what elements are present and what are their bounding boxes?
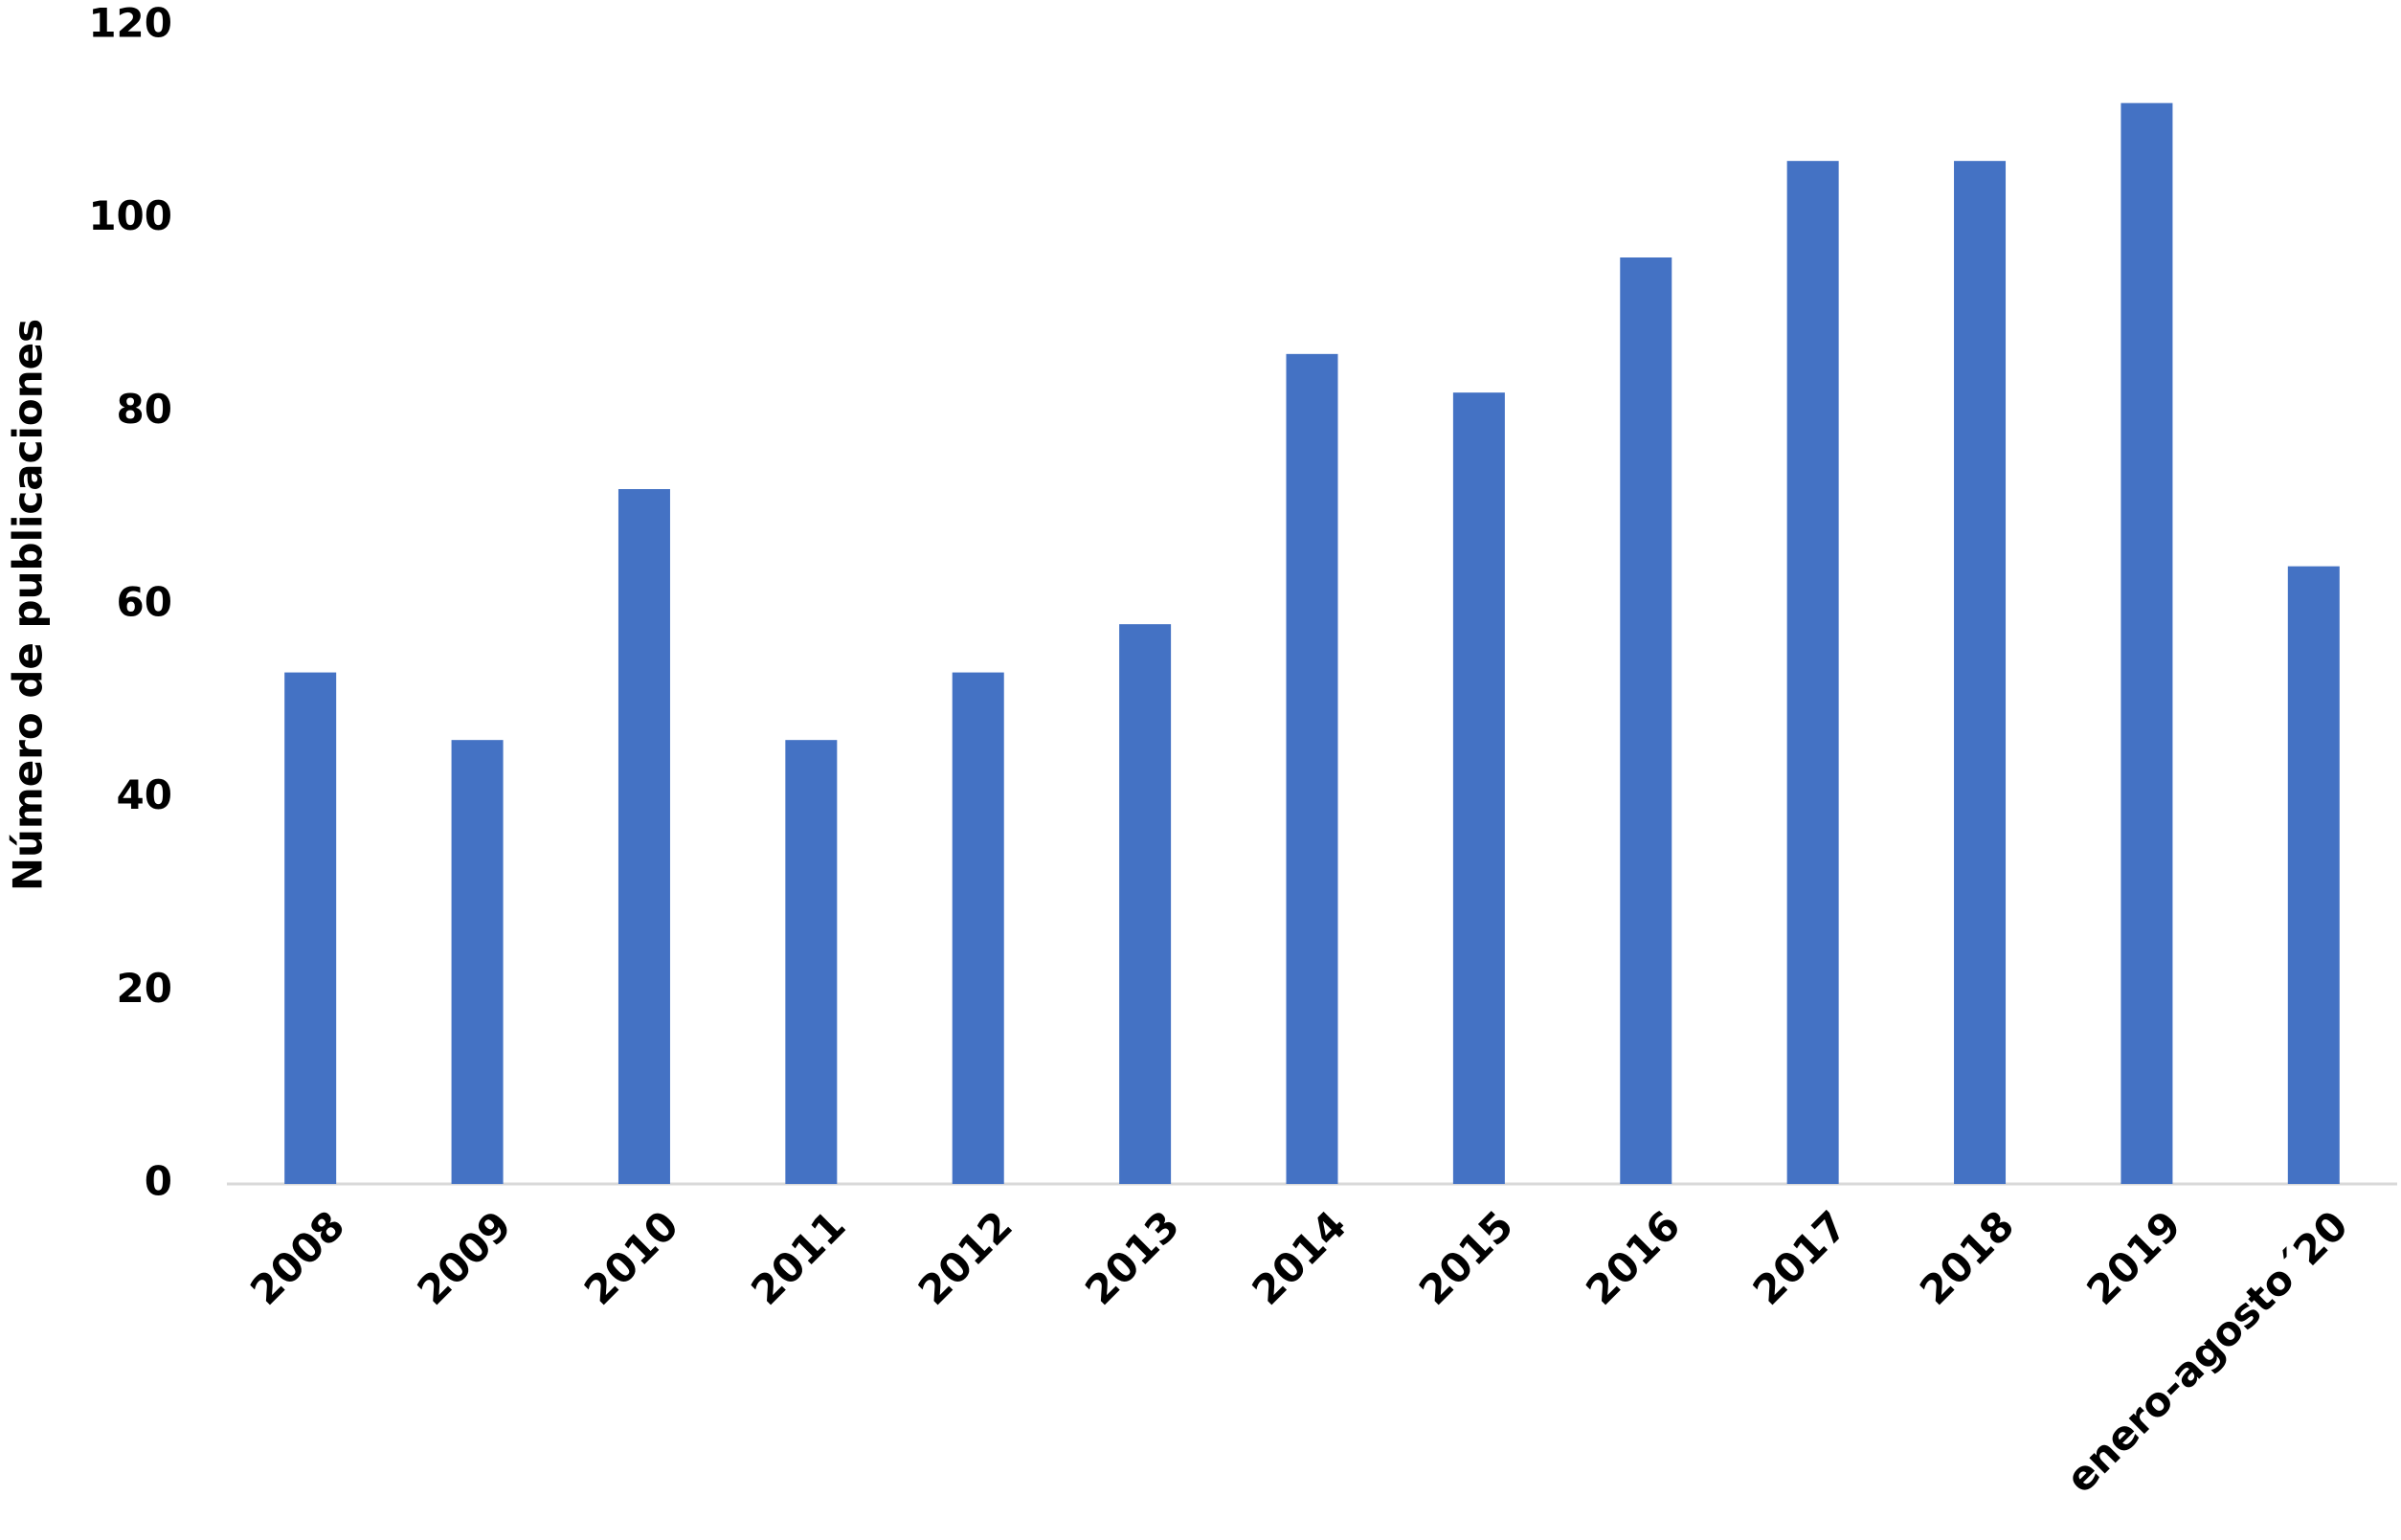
bar: [1119, 624, 1172, 1184]
x-tick-label: 2014: [1243, 1202, 1355, 1314]
bar: [1620, 257, 1672, 1184]
bar: [2287, 566, 2340, 1184]
x-tick-label: 2011: [742, 1202, 854, 1314]
bar: [451, 740, 504, 1184]
x-tick-label: 2019: [2077, 1202, 2189, 1314]
bar: [952, 672, 1004, 1184]
y-tick-label: 80: [117, 386, 172, 433]
y-tick-label: 100: [88, 192, 172, 239]
x-tick-label: 2018: [1911, 1202, 2023, 1314]
x-tick-label: 2010: [575, 1202, 687, 1314]
bar: [1954, 161, 2007, 1185]
x-tick-label: 2008: [241, 1202, 353, 1314]
y-tick-label: 120: [88, 0, 172, 47]
y-tick-label: 20: [117, 965, 172, 1012]
x-tick-label: 2013: [1076, 1202, 1188, 1314]
bar: [2121, 102, 2173, 1185]
x-tick-label: 2017: [1744, 1202, 1856, 1314]
x-tick-label: 2009: [408, 1202, 520, 1314]
y-tick-label: 0: [145, 1158, 172, 1205]
bar: [785, 740, 838, 1184]
y-axis-label: Número de publicaciones: [5, 319, 52, 891]
bar: [1286, 353, 1338, 1184]
bar: [284, 672, 337, 1184]
bar: [617, 489, 670, 1184]
x-tick-label: 2015: [1410, 1202, 1522, 1314]
bar: [1786, 161, 1839, 1185]
y-tick-label: 60: [117, 579, 172, 626]
x-tick-label: 2016: [1577, 1202, 1689, 1314]
bar: [1452, 392, 1505, 1185]
y-tick-label: 40: [117, 771, 172, 818]
x-tick-label: 2012: [909, 1202, 1021, 1314]
x-tick-label: enero-agosto´20: [2056, 1202, 2357, 1503]
